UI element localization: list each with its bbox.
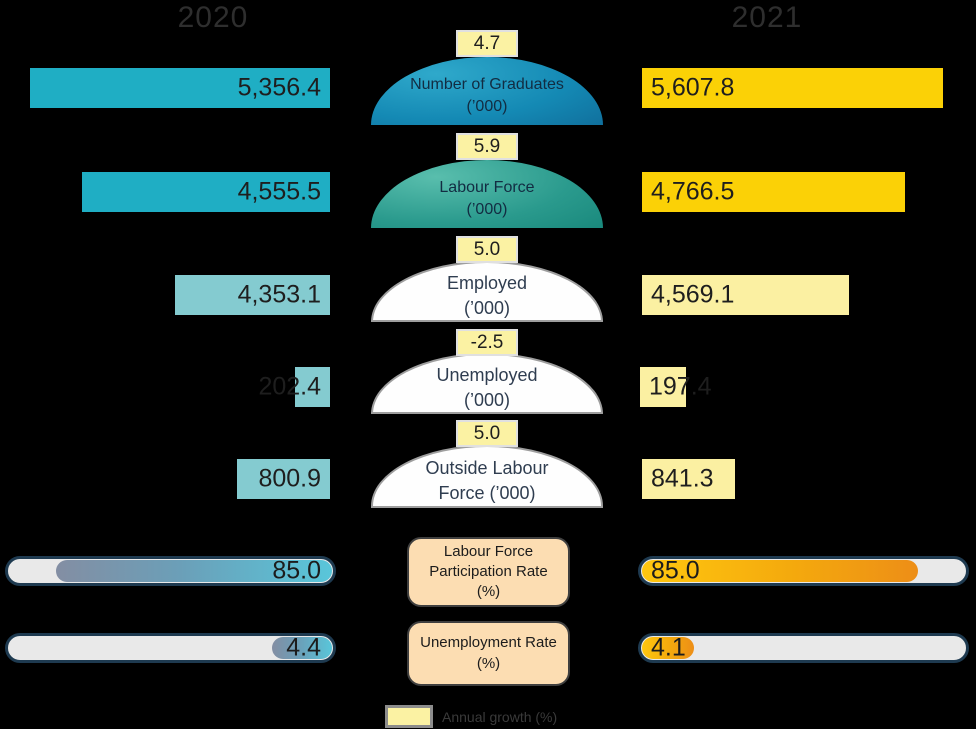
category-dome-labour-force: Labour Force (’000) — [371, 160, 603, 228]
year-title-2020: 2020 — [177, 1, 249, 34]
category-dome-graduates: Number of Graduates (’000) — [371, 57, 603, 125]
bar-2021-labour-force: 4,766.5 — [642, 172, 905, 212]
growth-badge-graduates: 4.7 — [456, 30, 518, 57]
gauge-2020-lfpr: 85.0 — [5, 556, 336, 586]
bar-value-2021-unemployed: 197.4 — [649, 372, 712, 401]
bar-value-2021-graduates: 5,607.8 — [651, 73, 735, 102]
gauge-value-2021-unemployment: 4.1 — [651, 633, 686, 662]
bar-value-2021-labour-force: 4,766.5 — [651, 177, 735, 206]
growth-badge-employed: 5.0 — [456, 236, 518, 263]
category-label-line1: Employed — [446, 273, 528, 294]
growth-badge-unemployed: -2.5 — [456, 329, 518, 356]
legend-label: Annual growth (%) — [442, 708, 558, 725]
legend: Annual growth (%) — [385, 705, 557, 728]
bar-2021-graduates: 5,607.8 — [642, 68, 943, 108]
category-label-line2: (’000) — [466, 201, 508, 218]
rate-box-lfpr: Labour Force Participation Rate (%) — [407, 537, 570, 607]
gauge-fill-2020-unemployment — [272, 637, 332, 659]
category-dome-outside-labour-force: Outside Labour Force (’000) — [371, 445, 603, 508]
growth-value: -2.5 — [470, 331, 504, 353]
bar-value-2021-outside-labour-force: 841.3 — [651, 464, 714, 493]
gauge-2021-unemployment: 4.1 — [638, 633, 969, 663]
growth-value: 4.7 — [473, 32, 501, 54]
bar-2020-employed: 4,353.1 — [175, 275, 330, 315]
legend-swatch-annual-growth — [385, 705, 433, 728]
bar-value-2020-employed: 4,353.1 — [237, 280, 321, 309]
gauge-2021-lfpr: 85.0 — [638, 556, 969, 586]
growth-value: 5.0 — [473, 422, 501, 444]
gauge-value-2020-unemployment: 4.4 — [286, 633, 321, 662]
bar-value-2020-outside-labour-force: 800.9 — [258, 464, 321, 493]
gauge-fill-2021-lfpr — [642, 560, 919, 582]
bar-2021-employed: 4,569.1 — [642, 275, 849, 315]
year-title-2021: 2021 — [731, 1, 803, 34]
bar-2020-graduates: 5,356.4 — [30, 68, 330, 108]
bar-value-2020-unemployed: 202.4 — [258, 372, 321, 401]
bar-2021-outside-labour-force: 841.3 — [642, 459, 735, 499]
category-label-line2: Force (’000) — [438, 482, 536, 503]
gauge-fill-2020-lfpr — [55, 560, 332, 582]
category-label-line2: (’000) — [463, 389, 511, 410]
gauge-value-2021-lfpr: 85.0 — [651, 556, 700, 585]
category-dome-unemployed: Unemployed (’000) — [371, 353, 603, 414]
growth-value: 5.9 — [473, 135, 501, 157]
growth-badge-outside-labour-force: 5.0 — [456, 420, 518, 447]
bar-2020-unemployed: 202.4 — [258, 367, 330, 407]
rate-box-label: Unemployment Rate (%) — [420, 634, 557, 672]
bar-2020-outside-labour-force: 800.9 — [237, 459, 330, 499]
rate-box-label: Labour Force Participation Rate (%) — [429, 542, 548, 601]
bar-value-2020-graduates: 5,356.4 — [237, 73, 321, 102]
bar-value-2020-labour-force: 4,555.5 — [237, 177, 321, 206]
bar-2021-unemployed: 197.4 — [640, 367, 712, 407]
rate-box-unemployment: Unemployment Rate (%) — [407, 621, 570, 686]
bar-2020-labour-force: 4,555.5 — [82, 172, 330, 212]
category-label-line1: Outside Labour — [425, 458, 549, 479]
category-dome-employed: Employed (’000) — [371, 261, 603, 322]
category-label-line1: Unemployed — [436, 365, 538, 386]
growth-value: 5.0 — [473, 238, 501, 260]
gauge-2020-unemployment: 4.4 — [5, 633, 336, 663]
category-label-line1: Labour Force — [439, 178, 535, 196]
gauge-value-2020-lfpr: 85.0 — [272, 556, 321, 585]
category-label-line1: Number of Graduates — [410, 75, 564, 93]
category-label-line2: (’000) — [463, 297, 511, 318]
bar-value-2021-employed: 4,569.1 — [651, 280, 735, 309]
category-label-line2: (’000) — [466, 98, 508, 115]
growth-badge-labour-force: 5.9 — [456, 133, 518, 160]
gauge-fill-2021-unemployment — [642, 637, 694, 659]
